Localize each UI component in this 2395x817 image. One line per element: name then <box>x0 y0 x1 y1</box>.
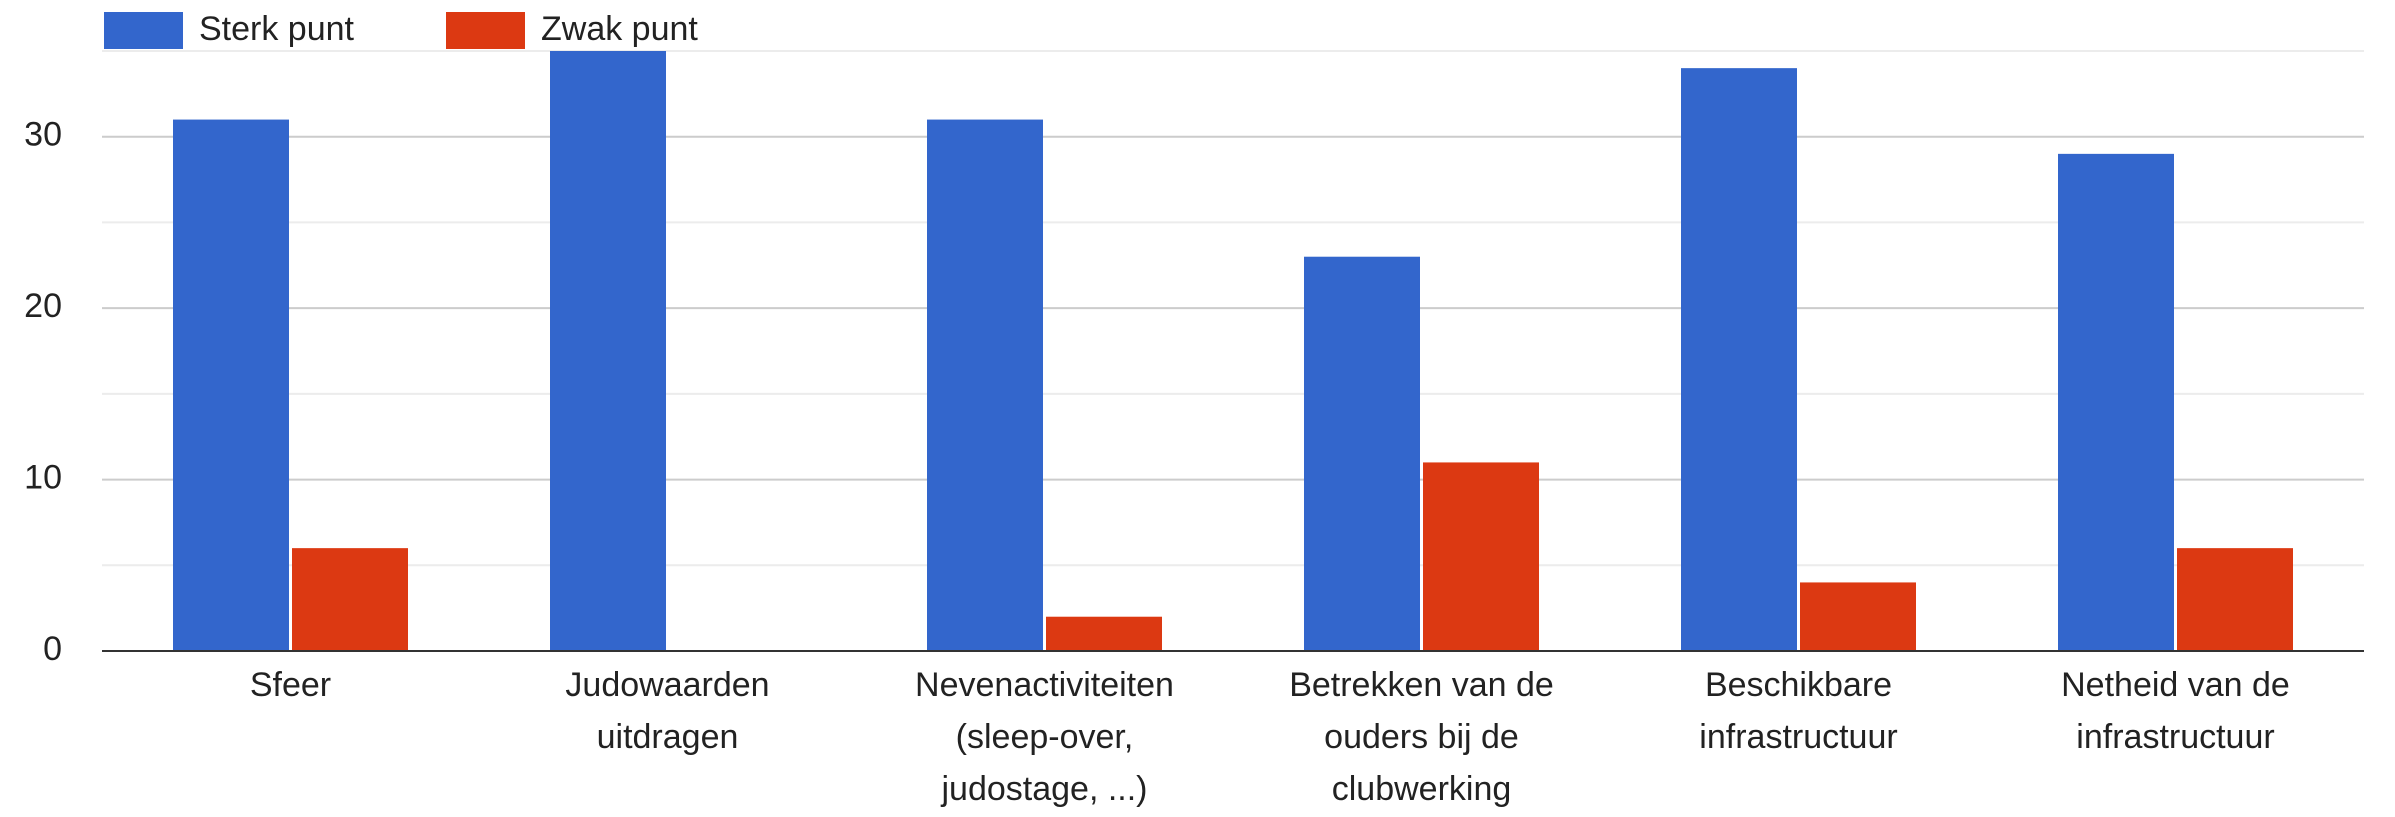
x-tick-label: Sfeer <box>250 666 331 704</box>
y-tick-label: 30 <box>24 116 62 154</box>
bar <box>550 51 666 651</box>
bar <box>1800 582 1916 651</box>
x-tick-label: Beschikbare infrastructuur <box>1699 666 1897 756</box>
x-tick-label: Betrekken van de ouders bij de clubwerking <box>1289 666 1554 808</box>
bar <box>2058 153 2174 651</box>
bar <box>292 548 408 651</box>
x-tick-label: Nevenactiviteiten (sleep-over, judostage, … <box>915 666 1174 808</box>
legend-swatch <box>104 12 183 49</box>
bar <box>1046 616 1162 651</box>
bar <box>1681 68 1797 651</box>
legend-label: Zwak punt <box>541 10 698 48</box>
legend-label: Sterk punt <box>199 10 355 48</box>
y-tick-label: 0 <box>43 630 62 668</box>
bar <box>927 119 1043 652</box>
x-tick-label: Judowaarden uitdragen <box>565 666 769 756</box>
y-tick-label: 10 <box>24 459 62 497</box>
y-tick-label: 20 <box>24 287 62 325</box>
legend-swatch <box>446 12 525 49</box>
bar <box>173 119 289 652</box>
bar <box>1304 256 1420 651</box>
bar <box>1423 462 1539 651</box>
bar <box>2177 548 2293 651</box>
x-tick-label: Netheid van de infrastructuur <box>2061 666 2290 756</box>
